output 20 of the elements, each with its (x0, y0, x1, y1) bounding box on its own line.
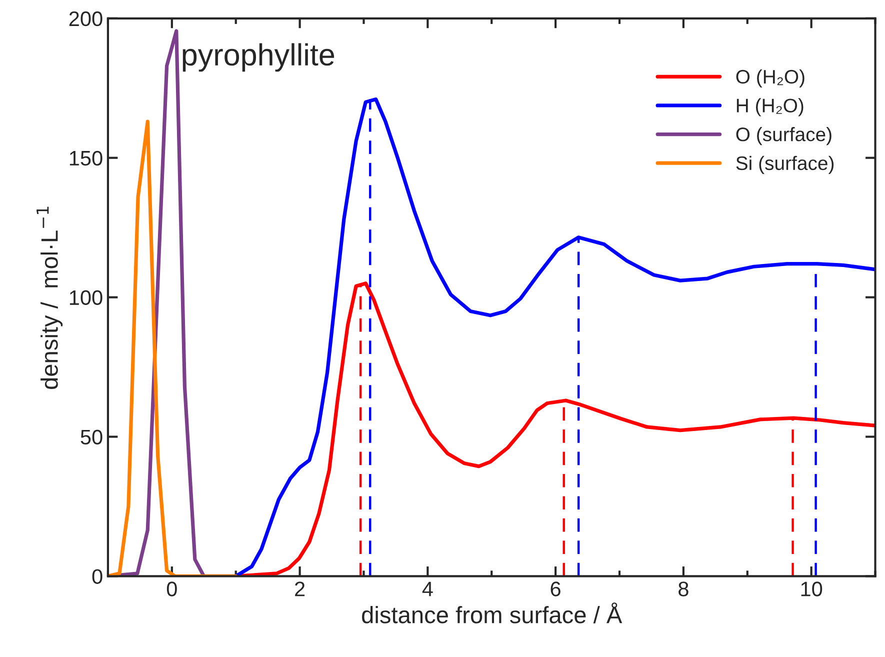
y-tick-label: 50 (80, 430, 102, 444)
legend-label: O (surface) (736, 127, 832, 146)
legend-label: O (H₂O) (736, 69, 804, 88)
x-axis-title: distance from surface / Å (362, 602, 622, 624)
legend-label: H (H₂O) (736, 98, 804, 116)
line-series (234, 97, 876, 576)
y-tick-label: 150 (70, 150, 102, 166)
x-tick-label: 4 (422, 582, 433, 596)
x-tick-label: 2 (295, 582, 305, 596)
y-tick-label: 0 (92, 569, 102, 584)
legend-label: Si (surface) (736, 156, 834, 174)
text: pyrophyllite (182, 43, 334, 72)
line-series (108, 120, 238, 576)
y-axis-title: density / mol·L$^{−1}$ (36, 206, 63, 389)
y-tick-label: 100 (70, 290, 102, 306)
x-tick-label: 8 (678, 582, 688, 596)
x-tick-label: 0 (166, 582, 177, 596)
x-tick-label: 6 (550, 582, 560, 596)
x-tick-label: 10 (801, 582, 822, 596)
y-tick-label: 200 (69, 11, 102, 26)
